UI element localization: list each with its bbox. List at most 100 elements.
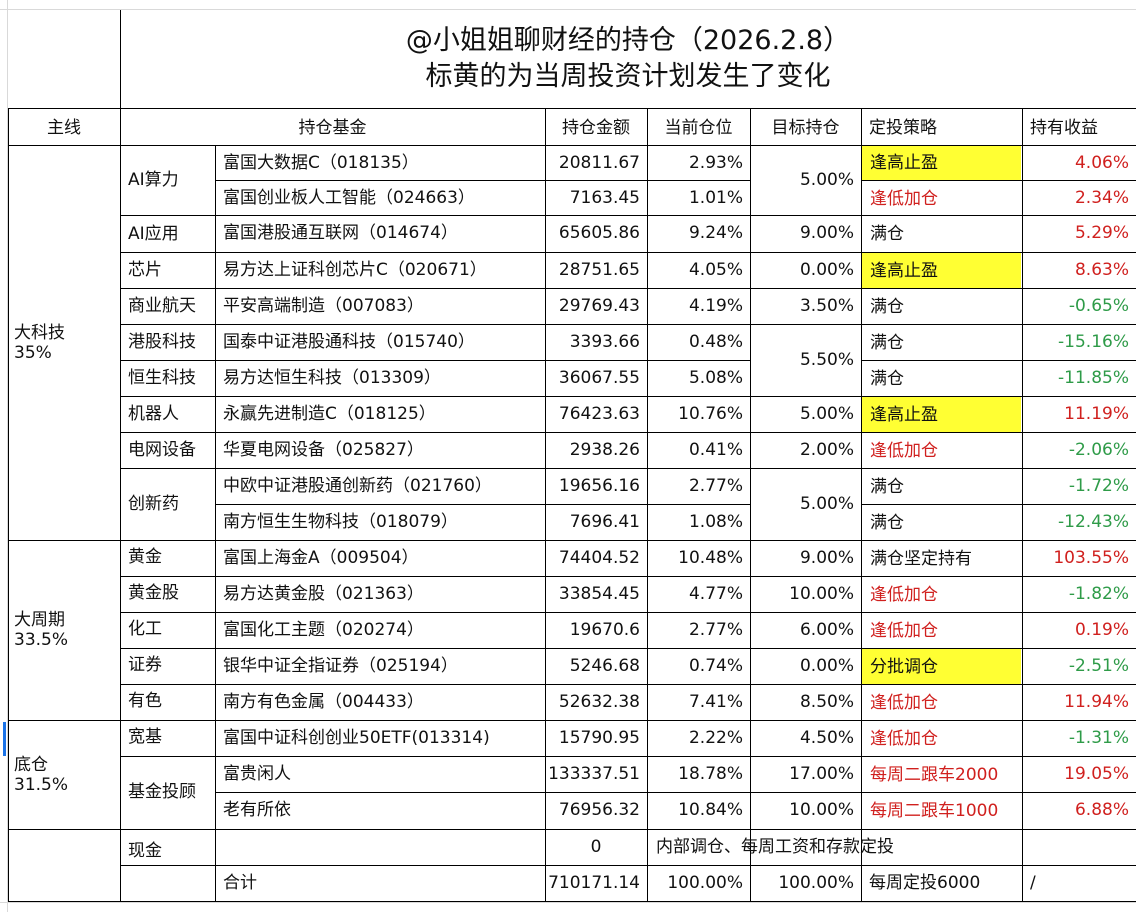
- profit-cell[interactable]: 11.94%: [1064, 692, 1129, 712]
- current-position[interactable]: 2.22%: [688, 728, 743, 748]
- holding-amount[interactable]: 5246.68: [569, 656, 640, 676]
- current-position[interactable]: 4.05%: [688, 260, 743, 280]
- sector-broad[interactable]: 宽基: [128, 727, 162, 747]
- current-position[interactable]: 4.77%: [688, 584, 743, 604]
- holding-amount[interactable]: 29769.43: [558, 296, 640, 316]
- sector-hk-tech[interactable]: 港股科技: [128, 332, 196, 352]
- strategy-cell[interactable]: 满仓: [870, 476, 904, 497]
- sector-cash[interactable]: 现金: [128, 841, 162, 861]
- strategy-cell[interactable]: 满仓: [870, 332, 904, 353]
- current-position[interactable]: 1.08%: [688, 512, 743, 532]
- target-position[interactable]: 0.00%: [799, 260, 854, 280]
- profit-cell[interactable]: -1.72%: [1068, 476, 1129, 496]
- strategy-cell[interactable]: 分批调仓: [862, 649, 1021, 684]
- fund-name[interactable]: 富国大数据C（018135）: [223, 152, 419, 173]
- profit-cell[interactable]: -0.65%: [1068, 296, 1129, 316]
- strategy-cell[interactable]: 逢低加仓: [870, 440, 938, 461]
- current-position[interactable]: 0.48%: [688, 332, 743, 352]
- fund-name[interactable]: 老有所依: [223, 800, 291, 820]
- holding-amount[interactable]: 28751.65: [558, 260, 640, 280]
- total-profit[interactable]: /: [1030, 873, 1036, 893]
- sector-securities[interactable]: 证券: [128, 655, 162, 675]
- fund-name[interactable]: 富国创业板人工智能（024663）: [223, 188, 475, 208]
- current-position[interactable]: 10.76%: [678, 404, 743, 424]
- total-label[interactable]: 合计: [223, 873, 257, 893]
- strategy-cell[interactable]: 满仓坚定持有: [870, 548, 972, 569]
- strategy-cell[interactable]: 逢高止盈: [862, 253, 1021, 288]
- merged-target-hk[interactable]: 5.50%: [799, 350, 854, 370]
- target-position[interactable]: 8.50%: [799, 692, 854, 712]
- strategy-cell[interactable]: 逢高止盈: [862, 397, 1021, 432]
- sector-gold-stock[interactable]: 黄金股: [128, 583, 179, 603]
- strategy-cell[interactable]: 逢高止盈: [862, 146, 1021, 180]
- fund-name[interactable]: 易方达恒生科技（013309）: [223, 368, 441, 388]
- target-position[interactable]: 10.00%: [789, 584, 854, 604]
- target-position[interactable]: 17.00%: [789, 764, 854, 784]
- holding-amount[interactable]: 133337.51: [548, 764, 640, 784]
- current-position[interactable]: 5.08%: [688, 368, 743, 388]
- profit-cell[interactable]: -12.43%: [1058, 512, 1129, 532]
- profit-cell[interactable]: -1.82%: [1068, 584, 1129, 604]
- holding-amount[interactable]: 7696.41: [569, 512, 640, 532]
- header-profit[interactable]: 持有收益: [1030, 117, 1098, 138]
- group-cycle[interactable]: 大周期 33.5%: [8, 540, 120, 720]
- current-position[interactable]: 7.41%: [688, 692, 743, 712]
- holding-amount[interactable]: 76956.32: [558, 800, 640, 820]
- strategy-cell[interactable]: 满仓: [870, 296, 904, 317]
- target-position[interactable]: 9.00%: [799, 223, 854, 243]
- profit-cell[interactable]: 0.19%: [1074, 620, 1129, 640]
- fund-name[interactable]: 银华中证全指证券（025194）: [223, 656, 458, 676]
- fund-name[interactable]: 南方恒生生物科技（018079）: [223, 512, 458, 532]
- group-base[interactable]: 底仓 31.5%: [8, 720, 120, 830]
- holding-amount[interactable]: 3393.66: [569, 332, 640, 352]
- header-amount[interactable]: 持仓金额: [562, 117, 630, 138]
- fund-name[interactable]: 易方达黄金股（021363）: [223, 584, 424, 604]
- target-position[interactable]: 10.00%: [789, 800, 854, 820]
- strategy-cell[interactable]: 每周二跟车1000: [870, 800, 999, 821]
- profit-cell[interactable]: 8.63%: [1074, 260, 1129, 280]
- strategy-cell[interactable]: 逢低加仓: [870, 620, 938, 641]
- profit-cell[interactable]: 19.05%: [1064, 764, 1129, 784]
- profit-cell[interactable]: -2.06%: [1068, 440, 1129, 460]
- sector-grid[interactable]: 电网设备: [128, 440, 196, 460]
- profit-cell[interactable]: 2.34%: [1074, 188, 1129, 208]
- current-position[interactable]: 18.78%: [678, 764, 743, 784]
- profit-cell[interactable]: 6.88%: [1074, 800, 1129, 820]
- sector-chip[interactable]: 芯片: [128, 260, 162, 280]
- header-current[interactable]: 当前仓位: [664, 117, 733, 138]
- current-position[interactable]: 0.74%: [688, 656, 743, 676]
- total-amount[interactable]: 710171.14: [548, 873, 640, 893]
- holding-amount[interactable]: 76423.63: [558, 404, 640, 424]
- holding-amount[interactable]: 74404.52: [558, 548, 640, 568]
- holding-amount[interactable]: 65605.86: [558, 223, 640, 243]
- profit-cell[interactable]: -11.85%: [1058, 368, 1129, 388]
- profit-cell[interactable]: 11.19%: [1064, 404, 1129, 424]
- current-position[interactable]: 4.19%: [688, 296, 743, 316]
- sector-aerospace[interactable]: 商业航天: [128, 296, 196, 316]
- target-position[interactable]: 9.00%: [799, 548, 854, 568]
- sector-advisor[interactable]: 基金投顾: [128, 782, 196, 802]
- strategy-cell[interactable]: 满仓: [870, 223, 904, 244]
- strategy-cell[interactable]: 逢低加仓: [870, 188, 938, 209]
- holding-amount[interactable]: 15790.95: [558, 728, 640, 748]
- fund-name[interactable]: 平安高端制造（007083）: [223, 296, 424, 316]
- fund-name[interactable]: 易方达上证科创芯片C（020671）: [223, 260, 487, 280]
- strategy-cell[interactable]: 逢低加仓: [870, 692, 938, 713]
- profit-cell[interactable]: -1.31%: [1068, 728, 1129, 748]
- strategy-cell[interactable]: 逢低加仓: [870, 584, 938, 605]
- total-target[interactable]: 100.00%: [778, 873, 854, 893]
- profit-cell[interactable]: 4.06%: [1074, 152, 1129, 173]
- strategy-cell[interactable]: 每周二跟车2000: [870, 764, 999, 785]
- total-strategy[interactable]: 每周定投6000: [869, 873, 981, 893]
- current-position[interactable]: 0.41%: [688, 440, 743, 460]
- cash-note[interactable]: 内部调仓、每周工资和存款定投: [656, 837, 894, 857]
- fund-name[interactable]: 永赢先进制造C（018125）: [223, 404, 436, 424]
- holding-amount[interactable]: 52632.38: [558, 692, 640, 712]
- target-position[interactable]: 3.50%: [799, 296, 854, 316]
- strategy-cell[interactable]: 满仓: [870, 368, 904, 389]
- target-position[interactable]: 0.00%: [799, 656, 854, 676]
- holding-amount[interactable]: 36067.55: [558, 368, 640, 388]
- sector-pharma[interactable]: 创新药: [128, 494, 179, 514]
- holding-amount[interactable]: 2938.26: [569, 440, 640, 460]
- total-current[interactable]: 100.00%: [667, 873, 743, 893]
